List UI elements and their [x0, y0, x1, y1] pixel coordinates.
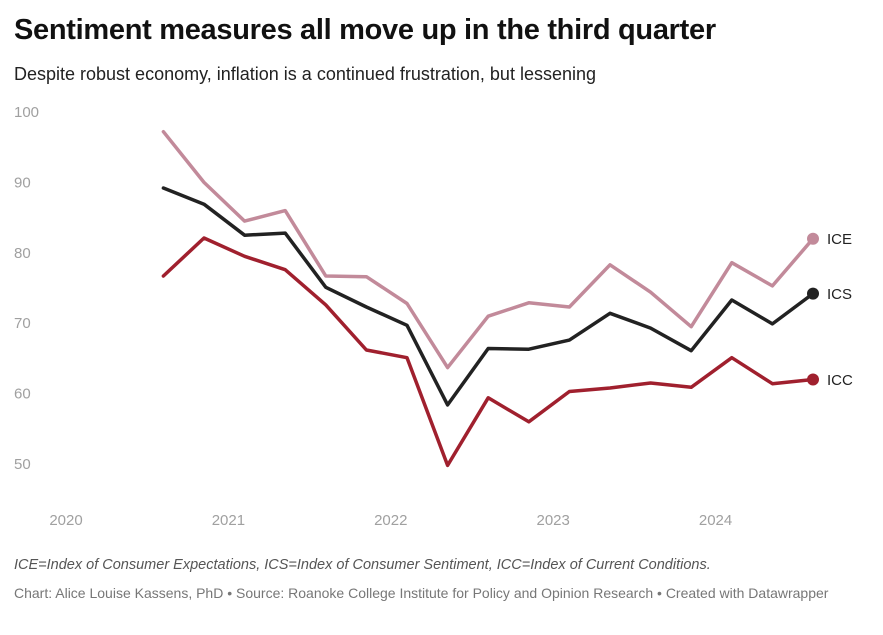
x-tick-label: 2024 — [699, 512, 732, 529]
x-tick-label: 2023 — [536, 512, 569, 529]
series-line-icc — [161, 236, 815, 468]
series-label-ics: ICS — [827, 286, 852, 303]
x-tick-label: 2022 — [374, 512, 407, 529]
series-layer: ICE ICS ICC — [161, 129, 853, 468]
footnote: ICE=Index of Consumer Expectations, ICS=… — [14, 557, 711, 573]
y-tick-label: 80 — [14, 245, 31, 262]
series-label-ice: ICE — [827, 231, 852, 248]
chart-title: Sentiment measures all move up in the th… — [14, 14, 716, 46]
x-axis: 2020 2021 2022 2023 2024 — [49, 512, 732, 529]
series-end-point-ice — [807, 232, 819, 245]
y-tick-label: 70 — [14, 315, 31, 332]
series-end-point-icc — [807, 373, 819, 386]
y-tick-label: 50 — [14, 456, 31, 473]
source-credit: Chart: Alice Louise Kassens, PhD • Sourc… — [14, 585, 829, 601]
series-label-icc: ICC — [827, 372, 853, 389]
chart-subtitle: Despite robust economy, inflation is a c… — [14, 64, 596, 84]
y-tick-label: 100 — [14, 104, 39, 121]
series-line-ice — [161, 129, 815, 370]
x-tick-label: 2020 — [49, 512, 82, 529]
y-tick-label: 90 — [14, 174, 31, 191]
series-line-ics — [161, 186, 815, 407]
x-tick-label: 2021 — [212, 512, 245, 529]
y-tick-label: 60 — [14, 386, 31, 403]
y-axis: 100 90 80 70 60 50 — [14, 104, 39, 473]
series-end-point-ics — [807, 287, 819, 300]
